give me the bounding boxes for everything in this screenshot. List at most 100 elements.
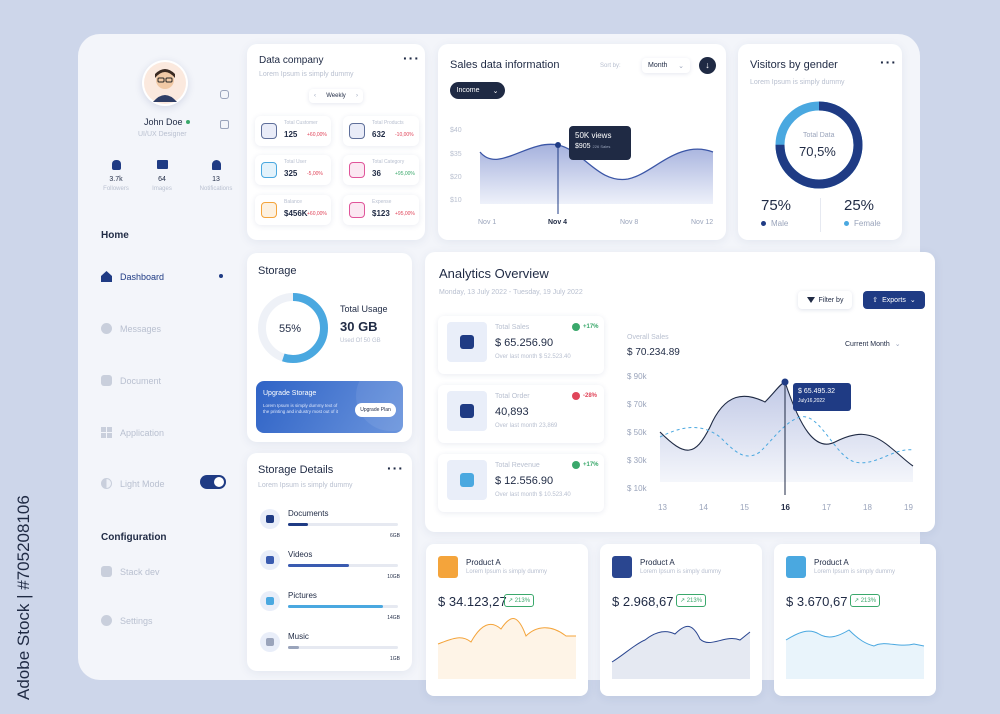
kpi-label: Total Revenue xyxy=(495,462,540,469)
tile-label: Total Category xyxy=(372,159,405,165)
kpi-badge: +17% xyxy=(572,323,599,331)
kpi-label: Total Sales xyxy=(495,324,530,331)
sidebar-item-settings[interactable]: Settings xyxy=(101,615,153,626)
visitors-card: Visitors by gender ··· Lorem Ipsum is si… xyxy=(738,44,902,240)
donut-value: 70,5% xyxy=(799,144,836,159)
upgrade-plan-button[interactable]: Upgrade Plan xyxy=(355,403,396,417)
usage-sub: Used Of 50 GB xyxy=(340,338,381,344)
legend-divider xyxy=(820,198,821,232)
storage-row[interactable]: Videos 10GB xyxy=(260,548,400,584)
product-value: $ 34.123,27 xyxy=(438,594,507,609)
sidebar-item-dashboard[interactable]: Dashboard xyxy=(101,271,164,282)
tile-delta: +95,00% xyxy=(395,171,415,177)
exports-button[interactable]: ⇧ Exports ⌄ xyxy=(863,291,925,309)
sidebar-item-messages[interactable]: Messages xyxy=(101,323,161,334)
tooltip-date: July16,2022 xyxy=(798,398,825,404)
light-mode-toggle[interactable] xyxy=(200,475,226,489)
product-card[interactable]: Product A Lorem Ipsum is simply dummy $ … xyxy=(774,544,936,696)
card-subtitle: Lorem Ipsum is simply dummy xyxy=(259,71,354,78)
stack-icon xyxy=(101,566,112,577)
sales-line xyxy=(479,143,714,181)
x-tick: 14 xyxy=(699,503,708,512)
avatar[interactable] xyxy=(142,60,188,106)
income-filter[interactable]: Income ⌄ xyxy=(450,82,505,99)
storage-row[interactable]: Pictures 14GB xyxy=(260,589,400,625)
stat-tile[interactable]: Expense $123 +95,00% xyxy=(343,195,419,225)
tooltip-value: $905 xyxy=(575,143,591,150)
stat-value: 13 xyxy=(212,176,220,183)
sidebar-item-stack-dev[interactable]: Stack dev xyxy=(101,566,160,577)
stat-tile[interactable]: Balance $456K +60,00% xyxy=(255,195,331,225)
sort-select[interactable]: Month ⌄ xyxy=(642,58,690,73)
period-selector[interactable]: ‹ Weekly › xyxy=(309,89,363,103)
sidebar-item-label: Stack dev xyxy=(120,566,160,577)
image-icon xyxy=(156,160,168,169)
sidebar-item-document[interactable]: Document xyxy=(101,375,161,386)
filter-button[interactable]: Filter by xyxy=(798,291,852,309)
donut-label: Total Data xyxy=(803,132,835,139)
stat-tile[interactable]: Total User 325 -5,00% xyxy=(255,155,331,185)
chevron-right-icon[interactable]: › xyxy=(356,93,358,99)
tile-delta: -10,00% xyxy=(395,132,414,138)
x-tick: 17 xyxy=(822,503,831,512)
stat-images: 64 Images xyxy=(142,160,182,192)
tile-value: 632 xyxy=(372,130,386,139)
basket-icon xyxy=(447,391,487,431)
stat-tile[interactable]: Total Products 632 -10,00% xyxy=(343,116,419,146)
sparkline-line xyxy=(611,625,751,663)
logout-icon[interactable] xyxy=(220,90,229,99)
list-icon xyxy=(349,162,365,178)
product-card[interactable]: Product A Lorem Ipsum is simply dummy $ … xyxy=(426,544,588,696)
chevron-down-icon: ⌄ xyxy=(909,297,916,304)
storage-row-label: Videos xyxy=(288,550,313,559)
sales-marker xyxy=(555,142,561,148)
x-tick: 13 xyxy=(658,503,667,512)
kpi-card[interactable]: Total Sales $ 65.256.90 Over last month … xyxy=(438,316,604,374)
calendar-icon[interactable] xyxy=(220,120,229,129)
tile-label: Total Products xyxy=(372,120,404,126)
product-card[interactable]: Product A Lorem Ipsum is simply dummy $ … xyxy=(600,544,762,696)
storage-card: Storage 55% Total Usage 30 GB Used Of 50… xyxy=(247,253,412,442)
kpi-badge-text: +17% xyxy=(583,324,599,330)
more-icon[interactable]: ··· xyxy=(403,50,420,66)
sidebar-item-application[interactable]: Application xyxy=(101,427,164,438)
stat-label: Images xyxy=(152,186,172,192)
tooltip-title: 50K views xyxy=(575,131,612,140)
product-title: Product A xyxy=(814,558,849,567)
gender-donut xyxy=(775,101,863,189)
male-arc xyxy=(775,101,863,189)
y-tick: $ 70k xyxy=(627,400,647,409)
card-title: Analytics Overview xyxy=(439,266,549,281)
chevron-left-icon[interactable]: ‹ xyxy=(314,93,316,99)
more-icon[interactable]: ··· xyxy=(880,54,897,70)
kpi-card[interactable]: Total Order 40,893 Over last month 23,86… xyxy=(438,385,604,443)
storage-row[interactable]: Documents 6GB xyxy=(260,507,400,543)
product-sparkline xyxy=(611,625,751,679)
stat-tile[interactable]: Total Category 36 +95,00% xyxy=(343,155,419,185)
storage-row[interactable]: Music 1GB xyxy=(260,630,400,666)
storage-fill xyxy=(288,646,299,649)
product-sub: Lorem Ipsum is simply dummy xyxy=(466,569,548,575)
user-chart-icon xyxy=(261,123,277,139)
period-value: Current Month xyxy=(845,340,890,348)
tile-value: $456K xyxy=(284,209,308,218)
product-badge: ↗ 213% xyxy=(504,594,535,607)
card-subtitle: Lorem Ipsum is simply dummy xyxy=(750,79,845,86)
sidebar-item-label: Settings xyxy=(120,615,153,626)
product-value: $ 3.670,67 xyxy=(786,594,848,609)
period-select[interactable]: Current Month ⌄ xyxy=(845,340,901,349)
stat-label: Followers xyxy=(103,186,129,192)
sparkline-line xyxy=(437,618,576,645)
kpi-card[interactable]: Total Revenue $ 12.556.90 Over last mont… xyxy=(438,454,604,512)
sparkline-area xyxy=(612,626,750,679)
storage-fill xyxy=(288,564,349,567)
storage-row-size: 1GB xyxy=(389,656,400,662)
download-icon[interactable]: ↓ xyxy=(699,57,716,74)
x-tick: Nov 8 xyxy=(620,219,639,226)
upgrade-banner: Upgrade Storage Lorem Ipsum is simply du… xyxy=(256,381,403,433)
more-icon[interactable]: ··· xyxy=(387,460,404,476)
tile-delta: +95,00% xyxy=(395,211,415,217)
stat-tile[interactable]: Total Customer 125 +60,00% xyxy=(255,116,331,146)
online-status-icon xyxy=(186,120,190,124)
product-title: Product A xyxy=(640,558,675,567)
